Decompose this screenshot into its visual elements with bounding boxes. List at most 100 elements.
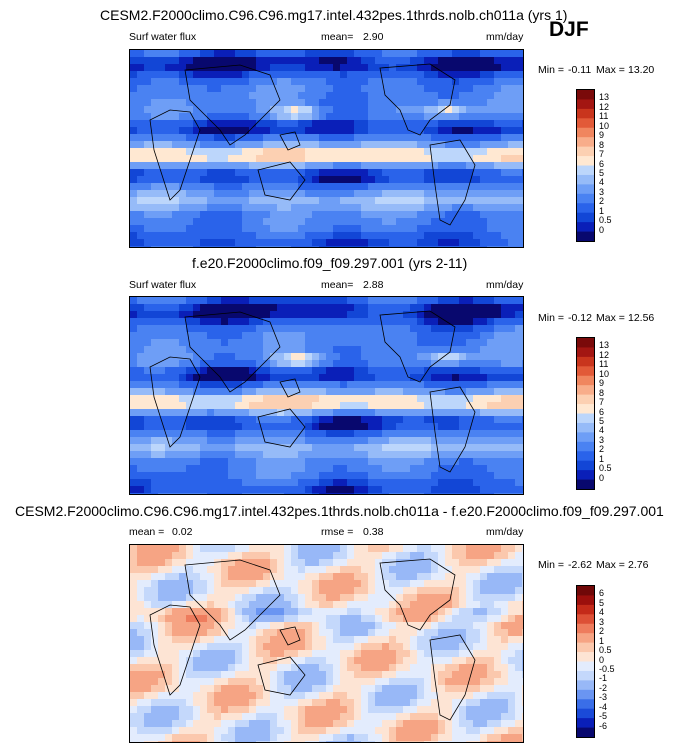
panel2-map bbox=[129, 296, 524, 495]
colorbar-tick-label: 11 bbox=[599, 359, 609, 370]
colorbar-tick-label: 0.5 bbox=[599, 215, 612, 226]
colorbar-swatch bbox=[577, 203, 594, 214]
panel1-variable-label: Surf water flux bbox=[129, 31, 197, 43]
panel2-colorbar bbox=[576, 337, 595, 490]
colorbar-swatch bbox=[577, 422, 594, 433]
panel3-colorbar-swatches bbox=[577, 586, 594, 738]
colorbar-tick-label: -2 bbox=[599, 682, 608, 693]
colorbar-tick-label: 10 bbox=[599, 120, 610, 131]
coastline bbox=[279, 626, 301, 646]
colorbar-swatch bbox=[577, 137, 594, 148]
colorbar-tick-label: -6 bbox=[599, 720, 608, 731]
colorbar-swatch bbox=[577, 652, 594, 662]
colorbar-tick-label: -4 bbox=[599, 701, 608, 712]
colorbar-swatch bbox=[577, 451, 594, 462]
panel2-min-value: -0.12 bbox=[568, 312, 592, 324]
colorbar-tick-label: 1 bbox=[599, 205, 605, 216]
colorbar-tick-label: 2 bbox=[599, 196, 605, 207]
panel1-max-value: 13.20 bbox=[628, 64, 655, 76]
colorbar-tick-label: 9 bbox=[599, 130, 605, 141]
colorbar-tick-label: 3 bbox=[599, 434, 605, 445]
coastline bbox=[184, 559, 281, 641]
colorbar-tick-label: 2 bbox=[599, 626, 605, 637]
panel1-colorbar-swatches bbox=[577, 90, 594, 242]
panel1-title: CESM2.F2000climo.C96.C96.mg17.intel.432p… bbox=[100, 7, 568, 23]
colorbar-swatch bbox=[577, 212, 594, 223]
colorbar-swatch bbox=[577, 470, 594, 480]
colorbar-tick-label: 0 bbox=[599, 654, 605, 665]
colorbar-swatch bbox=[577, 614, 594, 625]
colorbar-tick-label: 5 bbox=[599, 597, 605, 608]
colorbar-tick-label: 8 bbox=[599, 387, 605, 398]
colorbar-swatch bbox=[577, 699, 594, 710]
colorbar-swatch bbox=[577, 347, 594, 358]
colorbar-swatch bbox=[577, 184, 594, 195]
colorbar-tick-label: 6 bbox=[599, 158, 605, 169]
colorbar-tick-label: 2 bbox=[599, 444, 605, 455]
panel1-min-label: Min = bbox=[538, 64, 564, 76]
colorbar-swatch bbox=[577, 385, 594, 396]
colorbar-tick-label: -3 bbox=[599, 692, 608, 703]
panel1-colorbar bbox=[576, 89, 595, 242]
colorbar-tick-label: 6 bbox=[599, 406, 605, 417]
colorbar-tick-label: -5 bbox=[599, 711, 608, 722]
colorbar-swatch bbox=[577, 404, 594, 414]
panel2-max-label: Max = bbox=[596, 312, 625, 324]
panel2-colorbar-swatches bbox=[577, 338, 594, 490]
colorbar-swatch bbox=[577, 146, 594, 157]
panel3-mean-label: mean = bbox=[129, 526, 165, 538]
coastline bbox=[379, 310, 456, 383]
panel2-max-value: 12.56 bbox=[628, 312, 655, 324]
colorbar-tick-label: 9 bbox=[599, 378, 605, 389]
colorbar-swatch bbox=[577, 99, 594, 110]
colorbar-swatch bbox=[577, 460, 594, 471]
coastline bbox=[257, 656, 306, 696]
colorbar-swatch bbox=[577, 174, 594, 185]
panel3-field bbox=[130, 545, 523, 742]
colorbar-tick-label: 10 bbox=[599, 368, 610, 379]
colorbar-swatch bbox=[577, 127, 594, 138]
colorbar-swatch bbox=[577, 394, 594, 405]
coastline bbox=[379, 63, 456, 136]
colorbar-tick-label: 12 bbox=[599, 349, 610, 360]
colorbar-tick-label: 0 bbox=[599, 224, 605, 235]
coastline bbox=[149, 604, 201, 696]
panel1-mean-label: mean= bbox=[321, 31, 354, 43]
colorbar-swatch bbox=[577, 90, 594, 100]
colorbar-swatch bbox=[577, 413, 594, 424]
panel3-rmse-label: rmse = bbox=[321, 526, 354, 538]
colorbar-swatch bbox=[577, 108, 594, 119]
colorbar-swatch bbox=[577, 156, 594, 166]
colorbar-swatch bbox=[577, 356, 594, 367]
colorbar-tick-label: 0.5 bbox=[599, 645, 612, 656]
colorbar-tick-label: 7 bbox=[599, 149, 605, 160]
colorbar-swatch bbox=[577, 375, 594, 386]
colorbar-swatch bbox=[577, 479, 594, 490]
panel3-min-value: -2.62 bbox=[568, 559, 592, 571]
colorbar-swatch bbox=[577, 633, 594, 644]
colorbar-tick-label: 13 bbox=[599, 92, 610, 103]
coastline bbox=[279, 378, 301, 398]
colorbar-swatch bbox=[577, 670, 594, 681]
colorbar-tick-label: 0 bbox=[599, 472, 605, 483]
panel3-mean-value: 0.02 bbox=[172, 526, 193, 538]
colorbar-swatch bbox=[577, 727, 594, 738]
colorbar-tick-label: 1 bbox=[599, 635, 605, 646]
panel3-units: mm/day bbox=[486, 526, 524, 538]
panel1-mean-value: 2.90 bbox=[363, 31, 384, 43]
colorbar-tick-label: 1 bbox=[599, 453, 605, 464]
colorbar-tick-label: 13 bbox=[599, 340, 610, 351]
coastline bbox=[149, 109, 201, 201]
panel3-max-label: Max = bbox=[596, 559, 625, 571]
coastline bbox=[379, 558, 456, 631]
panel3-min-label: Min = bbox=[538, 559, 564, 571]
coastline bbox=[429, 139, 476, 226]
colorbar-tick-label: 8 bbox=[599, 139, 605, 150]
colorbar-swatch bbox=[577, 231, 594, 242]
panel2-units: mm/day bbox=[486, 279, 524, 291]
coastline bbox=[257, 408, 306, 448]
panel2-title: f.e20.F2000climo.f09_f09.297.001 (yrs 2-… bbox=[192, 255, 468, 271]
panel1-field bbox=[130, 50, 523, 247]
colorbar-swatch bbox=[577, 708, 594, 719]
colorbar-tick-label: 4 bbox=[599, 425, 605, 436]
